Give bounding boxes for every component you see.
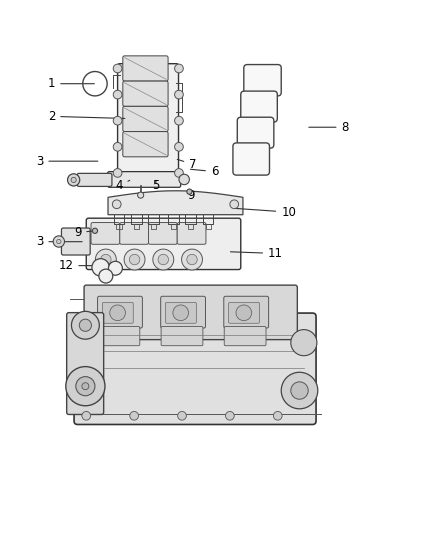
FancyBboxPatch shape bbox=[117, 63, 179, 183]
Circle shape bbox=[226, 411, 234, 420]
FancyBboxPatch shape bbox=[91, 223, 120, 244]
FancyBboxPatch shape bbox=[123, 132, 168, 157]
FancyBboxPatch shape bbox=[84, 285, 297, 340]
Text: 12: 12 bbox=[58, 259, 98, 272]
FancyBboxPatch shape bbox=[229, 302, 259, 323]
Text: 10: 10 bbox=[235, 206, 296, 219]
FancyBboxPatch shape bbox=[98, 327, 140, 346]
Circle shape bbox=[175, 168, 184, 177]
Text: 2: 2 bbox=[48, 110, 125, 123]
FancyBboxPatch shape bbox=[108, 172, 181, 187]
Circle shape bbox=[291, 382, 308, 399]
Text: 4: 4 bbox=[115, 179, 130, 192]
FancyBboxPatch shape bbox=[161, 296, 205, 328]
Circle shape bbox=[67, 174, 80, 186]
Text: 9: 9 bbox=[74, 226, 92, 239]
FancyBboxPatch shape bbox=[61, 228, 90, 255]
Text: 3: 3 bbox=[36, 235, 82, 248]
Circle shape bbox=[113, 200, 121, 208]
Circle shape bbox=[173, 305, 188, 321]
Circle shape bbox=[138, 192, 144, 198]
Text: 1: 1 bbox=[48, 77, 94, 90]
Circle shape bbox=[113, 142, 122, 151]
Circle shape bbox=[92, 228, 98, 233]
FancyBboxPatch shape bbox=[166, 302, 196, 323]
Circle shape bbox=[230, 200, 239, 208]
Circle shape bbox=[175, 116, 184, 125]
FancyBboxPatch shape bbox=[233, 143, 269, 175]
Circle shape bbox=[153, 249, 174, 270]
Text: 6: 6 bbox=[191, 165, 219, 178]
Circle shape bbox=[53, 236, 64, 247]
FancyBboxPatch shape bbox=[86, 218, 241, 270]
Circle shape bbox=[187, 254, 197, 265]
Text: 11: 11 bbox=[230, 247, 283, 260]
Text: 9: 9 bbox=[187, 189, 194, 201]
Circle shape bbox=[113, 64, 122, 73]
Circle shape bbox=[158, 254, 169, 265]
FancyBboxPatch shape bbox=[244, 64, 281, 96]
Circle shape bbox=[175, 142, 184, 151]
Circle shape bbox=[79, 319, 92, 332]
Circle shape bbox=[129, 254, 140, 265]
FancyBboxPatch shape bbox=[161, 327, 203, 346]
Circle shape bbox=[95, 249, 116, 270]
Circle shape bbox=[124, 249, 145, 270]
Circle shape bbox=[99, 269, 113, 283]
FancyBboxPatch shape bbox=[148, 223, 177, 244]
Circle shape bbox=[236, 305, 252, 321]
Polygon shape bbox=[108, 191, 243, 215]
Circle shape bbox=[71, 177, 76, 182]
FancyBboxPatch shape bbox=[177, 223, 206, 244]
Circle shape bbox=[187, 189, 192, 194]
Circle shape bbox=[130, 411, 138, 420]
FancyBboxPatch shape bbox=[67, 313, 104, 415]
FancyBboxPatch shape bbox=[102, 302, 133, 323]
Circle shape bbox=[92, 259, 110, 276]
Circle shape bbox=[76, 377, 95, 396]
Circle shape bbox=[113, 90, 122, 99]
Circle shape bbox=[281, 372, 318, 409]
Text: 7: 7 bbox=[177, 158, 197, 171]
Circle shape bbox=[273, 411, 282, 420]
FancyBboxPatch shape bbox=[120, 223, 148, 244]
Circle shape bbox=[175, 90, 184, 99]
Circle shape bbox=[82, 411, 91, 420]
FancyBboxPatch shape bbox=[123, 107, 168, 132]
Circle shape bbox=[175, 64, 184, 73]
FancyBboxPatch shape bbox=[224, 327, 266, 346]
Text: 3: 3 bbox=[36, 155, 98, 168]
Circle shape bbox=[71, 311, 99, 339]
Circle shape bbox=[109, 261, 122, 275]
Circle shape bbox=[178, 411, 186, 420]
FancyBboxPatch shape bbox=[77, 173, 112, 187]
Circle shape bbox=[66, 367, 105, 406]
FancyBboxPatch shape bbox=[241, 91, 277, 122]
Circle shape bbox=[82, 383, 89, 390]
Circle shape bbox=[57, 239, 61, 244]
FancyBboxPatch shape bbox=[74, 313, 316, 424]
Circle shape bbox=[113, 168, 122, 177]
Circle shape bbox=[110, 305, 125, 321]
Circle shape bbox=[182, 249, 202, 270]
Circle shape bbox=[113, 116, 122, 125]
FancyBboxPatch shape bbox=[123, 81, 168, 107]
FancyBboxPatch shape bbox=[98, 296, 142, 328]
FancyBboxPatch shape bbox=[224, 296, 268, 328]
Text: 5: 5 bbox=[152, 179, 159, 192]
Circle shape bbox=[101, 254, 111, 265]
Text: 8: 8 bbox=[309, 121, 349, 134]
FancyBboxPatch shape bbox=[123, 56, 168, 81]
FancyBboxPatch shape bbox=[237, 117, 274, 148]
Circle shape bbox=[291, 329, 317, 356]
Circle shape bbox=[179, 174, 189, 184]
